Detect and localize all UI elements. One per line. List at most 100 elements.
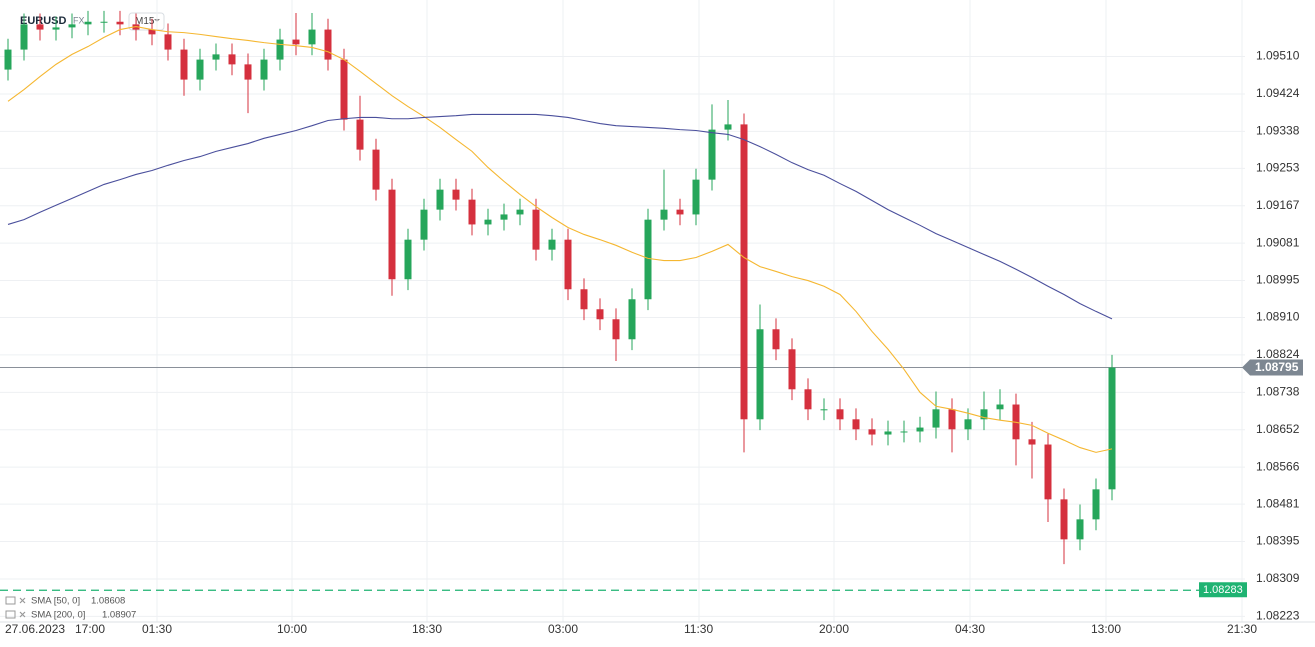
candle-body [4,49,12,70]
candle-body [1044,444,1052,500]
candle-body [1060,499,1068,540]
candle-body [1108,367,1116,490]
sma-line [7,113,1113,320]
y-tick-label: 1.09424 [1256,86,1300,100]
candle-body [468,199,476,225]
candle-body [356,119,364,150]
header: EURUSD FX M15 [2,12,165,31]
legend-icon [5,610,16,619]
candle-body [20,24,28,50]
x-tick-label: 27.06.2023 [5,622,65,636]
candle-body [324,29,332,60]
candle-body [260,59,268,80]
candle-body [100,21,108,23]
candle-body [116,21,124,25]
candle-body [52,27,60,30]
candle-body [84,21,92,25]
candle-body [724,124,732,130]
candle-body [964,419,972,430]
candle-body [228,54,236,65]
symbol: EURUSD [20,15,67,27]
y-tick-label: 1.09253 [1256,161,1300,175]
legend-icon [5,596,16,605]
candle-body [388,189,396,280]
candle-body [420,209,428,240]
candle-body [788,349,796,390]
candle-body [932,409,940,428]
interval[interactable]: M15 [135,16,155,27]
candle-body [308,29,316,45]
candle-body [612,319,620,340]
candle-body [372,149,380,190]
y-tick-label: 1.08652 [1256,422,1300,436]
sma-line [7,25,1113,453]
legend-name: SMA [50, 0] [31,596,80,607]
candle-body [804,389,812,410]
y-tick-label: 1.08395 [1256,534,1300,548]
candle-body [36,24,44,30]
candle-body [1092,489,1100,520]
candle-body [500,214,508,220]
candle-body [164,34,172,50]
candle-body [948,409,956,430]
candle-body [884,431,892,435]
candle-body [692,179,700,215]
level-tag-label: 1.08283 [1203,584,1243,596]
candle-body [340,59,348,120]
y-tick-label: 1.08481 [1256,496,1300,510]
y-tick-label: 1.09081 [1256,235,1300,249]
y-tick-label: 1.08910 [1256,310,1300,324]
y-tick-label: 1.08995 [1256,273,1300,287]
candle-body [676,209,684,215]
candle-body [244,64,252,80]
candle-body [836,409,844,420]
candle-body [756,329,764,420]
y-tick-label: 1.08566 [1256,459,1300,473]
x-tick-label: 20:00 [819,622,849,636]
candle-body [868,429,876,435]
candle-body [68,24,76,28]
y-tick-label: 1.08223 [1256,609,1300,623]
candle-body [452,189,460,200]
candle-body [644,219,652,300]
x-tick-label: 01:30 [142,622,172,636]
candle-body [404,239,412,280]
candle-body [660,209,668,220]
candle-body [148,29,156,35]
candle-body [564,239,572,290]
x-tick-label: 17:00 [75,622,105,636]
candle-body [180,49,188,80]
candle-body [820,409,828,411]
candle-body [276,39,284,60]
candle-body [292,39,300,45]
candle-body [708,129,716,180]
candle-body [900,431,908,433]
level-tag [1199,582,1247,598]
candle-body [628,299,636,340]
market: FX [73,15,85,25]
candle-body [580,289,588,310]
candle-body [980,409,988,420]
x-tick-label: 21:30 [1227,622,1257,636]
candle-body [532,209,540,250]
candle-body [916,427,924,432]
symbol-box [2,12,60,30]
x-tick-label: 03:00 [548,622,578,636]
candle-body [852,419,860,430]
x-tick-label: 04:30 [955,622,985,636]
candle-body [596,309,604,320]
y-tick-label: 1.08824 [1256,347,1300,361]
x-tick-label: 13:00 [1091,622,1121,636]
last-price-label: 1.08795 [1255,360,1299,374]
legend-name: SMA [200, 0] [31,610,85,621]
candle-body [1028,439,1036,445]
candle-body [1076,519,1084,540]
legend-close [19,611,26,618]
y-tick-label: 1.08738 [1256,385,1300,399]
candle-body [772,329,780,350]
y-tick-label: 1.09510 [1256,49,1300,63]
y-tick-label: 1.09338 [1256,124,1300,138]
